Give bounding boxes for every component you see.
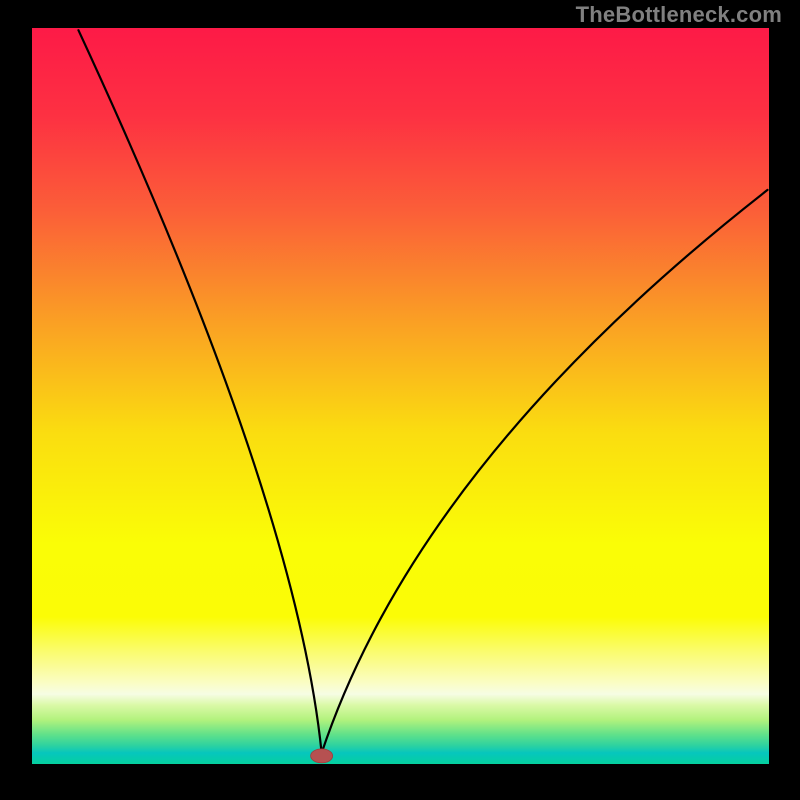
watermark: TheBottleneck.com bbox=[576, 2, 782, 28]
gradient-background bbox=[32, 28, 769, 764]
chart-plot bbox=[0, 0, 800, 800]
optimal-point-marker bbox=[311, 749, 333, 763]
chart-stage: TheBottleneck.com bbox=[0, 0, 800, 800]
